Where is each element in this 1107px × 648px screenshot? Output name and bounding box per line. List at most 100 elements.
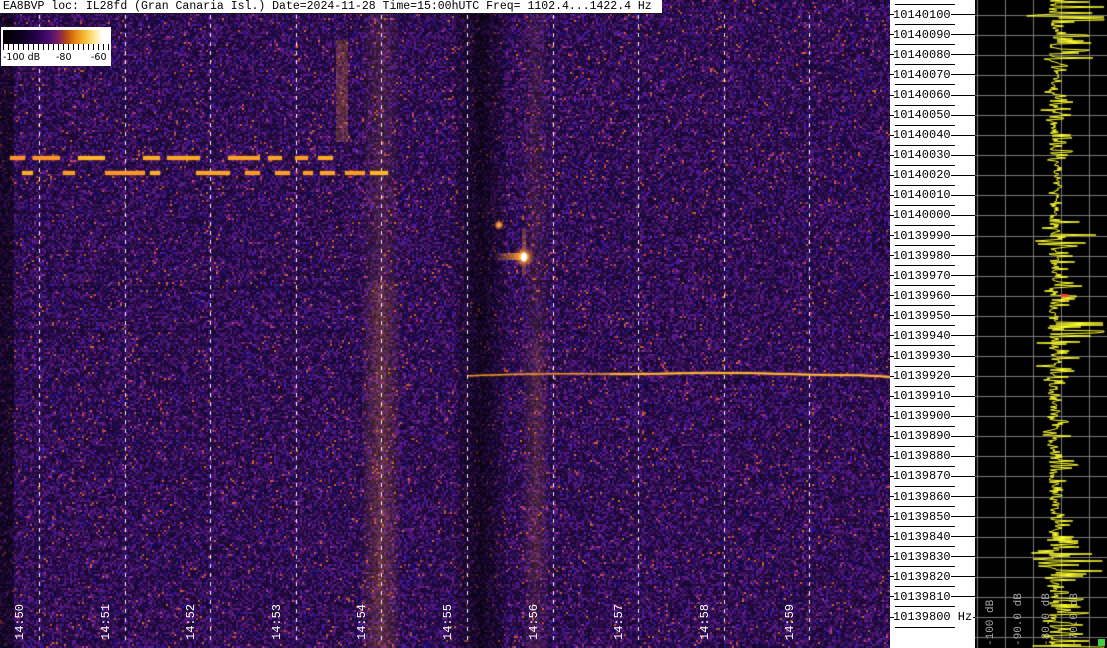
freq-major-tick-right: [951, 54, 975, 56]
freq-major-tick-right: [951, 174, 975, 176]
freq-major-tick-left: [890, 94, 894, 96]
freq-major-tick-left: [890, 536, 894, 538]
freq-major-tick-right: [951, 295, 975, 297]
freq-major-tick-left: [890, 475, 894, 477]
freq-minor-tick: [895, 144, 955, 146]
freq-minor-tick: [895, 124, 955, 126]
freq-major-tick-right: [951, 536, 975, 538]
freq-label: 10140100: [893, 7, 951, 22]
freq-label: 10139980: [893, 248, 951, 263]
freq-major-tick-left: [890, 576, 894, 578]
freq-minor-tick: [895, 44, 955, 46]
freq-major-tick-right: [951, 496, 975, 498]
freq-minor-tick: [895, 184, 955, 186]
freq-minor-tick: [895, 526, 955, 528]
freq-label: 10139850: [893, 509, 951, 524]
time-axis-label: 14:51: [98, 603, 113, 640]
freq-label: 10139960: [893, 288, 951, 303]
legend-tick-marks: [3, 44, 109, 50]
freq-major-tick-left: [890, 255, 894, 257]
freq-major-tick-right: [951, 235, 975, 237]
freq-label: 10140030: [893, 148, 951, 163]
time-axis-label: 14:56: [526, 603, 541, 640]
freq-label: 10139840: [893, 529, 951, 544]
freq-minor-tick: [895, 506, 955, 508]
freq-minor-tick: [895, 225, 955, 226]
freq-major-tick-left: [890, 496, 894, 498]
freq-minor-tick: [895, 385, 955, 387]
freq-major-tick-right: [951, 415, 975, 417]
freq-minor-tick: [895, 586, 955, 588]
freq-label: 10139990: [893, 228, 951, 243]
freq-minor-tick: [895, 285, 955, 287]
freq-major-tick-right: [951, 375, 975, 377]
freq-major-tick-left: [890, 616, 894, 618]
freq-label: 10140000: [893, 208, 951, 223]
freq-major-tick-right: [951, 275, 975, 277]
freq-major-tick-right: [951, 154, 975, 156]
freq-major-tick-right: [951, 34, 975, 36]
waterfall-spectrogram: [0, 0, 890, 648]
freq-major-tick-right: [951, 516, 975, 518]
freq-label: 10140090: [893, 27, 951, 42]
freq-major-tick-left: [890, 455, 894, 457]
freq-major-tick-left: [890, 556, 894, 558]
freq-major-tick-left: [890, 355, 894, 357]
freq-label: 10139920: [893, 369, 951, 384]
freq-label: 10139970: [893, 268, 951, 283]
freq-major-tick-left: [890, 596, 894, 598]
freq-label: 10139830: [893, 549, 951, 564]
freq-major-tick-right: [951, 556, 975, 558]
time-axis-label: 14:52: [184, 603, 199, 640]
freq-major-tick-right: [951, 315, 975, 317]
freq-minor-tick: [895, 445, 955, 447]
freq-minor-tick: [895, 606, 955, 608]
freq-minor-tick: [895, 84, 955, 86]
freq-label: 10140010: [893, 188, 951, 203]
freq-major-tick-right: [951, 114, 975, 116]
freq-minor-tick: [895, 425, 955, 427]
freq-minor-tick: [895, 626, 955, 628]
time-axis-label: 14:53: [269, 603, 284, 640]
freq-major-tick-right: [951, 214, 975, 216]
freq-major-tick-right: [951, 355, 975, 357]
freq-major-tick-right: [951, 455, 975, 457]
freq-label: 10139820: [893, 569, 951, 584]
freq-major-tick-left: [890, 395, 894, 397]
freq-label: 10140080: [893, 47, 951, 62]
freq-label: 10140070: [893, 67, 951, 82]
color-gradient-bar: [3, 30, 109, 44]
freq-major-tick-left: [890, 14, 894, 16]
freq-major-tick-right: [951, 335, 975, 337]
freq-minor-tick: [895, 24, 955, 26]
freq-minor-tick: [895, 365, 955, 367]
legend-label-mid: -80: [56, 52, 72, 63]
freq-major-tick-left: [890, 214, 894, 216]
freq-major-tick-right: [972, 616, 975, 618]
freq-major-tick-right: [951, 255, 975, 257]
time-axis-label: 14:58: [697, 603, 712, 640]
freq-label: 10139870: [893, 469, 951, 484]
freq-major-tick-right: [951, 194, 975, 196]
freq-major-tick-right: [951, 475, 975, 477]
time-axis-label: 14:57: [612, 603, 627, 640]
status-indicator: [1098, 639, 1105, 646]
freq-major-tick-right: [951, 395, 975, 397]
freq-label: 10139880: [893, 449, 951, 464]
freq-label: 10139860: [893, 489, 951, 504]
legend-label-min: -100 dB: [3, 52, 41, 63]
freq-label: 10140020: [893, 168, 951, 183]
freq-minor-tick: [895, 104, 955, 106]
freq-label: 10139910: [893, 389, 951, 404]
freq-minor-tick: [895, 4, 955, 6]
freq-major-tick-left: [890, 315, 894, 317]
freq-major-tick-left: [890, 415, 894, 417]
freq-label: 10139810: [893, 589, 951, 604]
freq-major-tick-left: [890, 194, 894, 196]
freq-label: 10139800 Hz: [893, 610, 973, 624]
title-bar: EA8BVP loc: IL28fd (Gran Canaria Isl.) D…: [0, 0, 662, 14]
freq-minor-tick: [895, 465, 955, 467]
legend-labels: -100 dB -80 -60: [1, 51, 111, 64]
freq-major-tick-left: [890, 134, 894, 136]
